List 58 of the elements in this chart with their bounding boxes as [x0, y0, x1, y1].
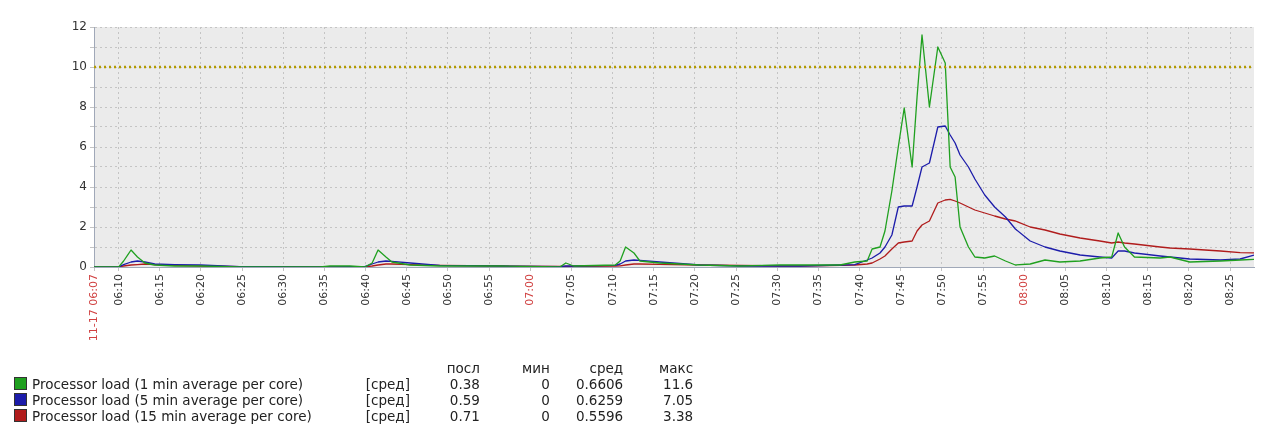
legend-label: Processor load (15 min average per core)	[31, 408, 313, 424]
text: 0.6259	[574, 392, 625, 408]
text: посл	[445, 360, 481, 376]
x-tick-label: 07:10	[605, 274, 619, 306]
x-tick-label: 06:45	[399, 274, 413, 306]
text: [сред]	[364, 408, 411, 424]
text: 11.6	[662, 376, 695, 392]
y-tick-label: 12	[71, 19, 87, 34]
text: 0.38	[448, 376, 481, 392]
text: [сред]	[364, 376, 411, 392]
text: 3.38	[662, 408, 695, 424]
text: [сред]	[364, 392, 411, 408]
text: 7.05	[662, 392, 695, 408]
x-tick-label: 08:05	[1058, 274, 1072, 306]
x-tick-label: 08:20	[1181, 274, 1195, 306]
text: 0	[540, 376, 551, 392]
text: макс	[658, 360, 695, 376]
x-tick-label: 06:25	[235, 274, 249, 306]
text: 0	[540, 392, 551, 408]
text: 0.59	[448, 392, 481, 408]
y-tick-label: 8	[79, 99, 87, 114]
text: 0.6606	[574, 376, 625, 392]
x-tick-label: 06:55	[482, 274, 496, 306]
x-tick-label: 11-17 06:07	[86, 274, 100, 342]
text: 0.71	[448, 408, 481, 424]
x-tick-label: 07:40	[852, 274, 866, 306]
legend-label: Processor load (1 min average per core)	[31, 376, 305, 392]
text: сред	[588, 360, 625, 376]
x-tick-label: 07:15	[646, 274, 660, 306]
x-tick-label: 06:40	[358, 274, 372, 306]
y-tick-label: 2	[79, 219, 87, 234]
x-tick-label: 06:15	[152, 274, 166, 306]
x-tick-label: 06:35	[317, 274, 331, 306]
x-tick-label: 07:00	[523, 274, 537, 306]
x-tick-label: 07:35	[811, 274, 825, 306]
x-tick-label: 08:15	[1140, 274, 1154, 306]
x-tick-label: 07:55	[976, 274, 990, 306]
x-tick-label: 07:05	[564, 274, 578, 306]
y-tick-label: 0	[79, 259, 87, 274]
x-tick-label: 07:45	[893, 274, 907, 306]
x-tick-label: 08:00	[1017, 274, 1031, 306]
x-tick-label: 06:10	[111, 274, 125, 306]
x-tick-label: 07:50	[934, 274, 948, 306]
text: 0	[540, 408, 551, 424]
legend-label: Processor load (5 min average per core)	[31, 392, 305, 408]
y-tick-label: 4	[79, 179, 87, 194]
text: мин	[521, 360, 551, 376]
y-tick-label: 10	[71, 59, 87, 74]
x-tick-label: 07:25	[729, 274, 743, 306]
y-tick-label: 6	[79, 139, 87, 154]
x-tick-label: 06:20	[193, 274, 207, 306]
text: 0.5596	[574, 408, 625, 424]
x-tick-label: 08:25	[1223, 274, 1237, 306]
x-tick-label: 06:30	[276, 274, 290, 306]
x-tick-label: 08:10	[1099, 274, 1113, 306]
x-tick-label: 07:30	[770, 274, 784, 306]
x-tick-label: 06:50	[440, 274, 454, 306]
x-tick-label: 07:20	[687, 274, 701, 306]
